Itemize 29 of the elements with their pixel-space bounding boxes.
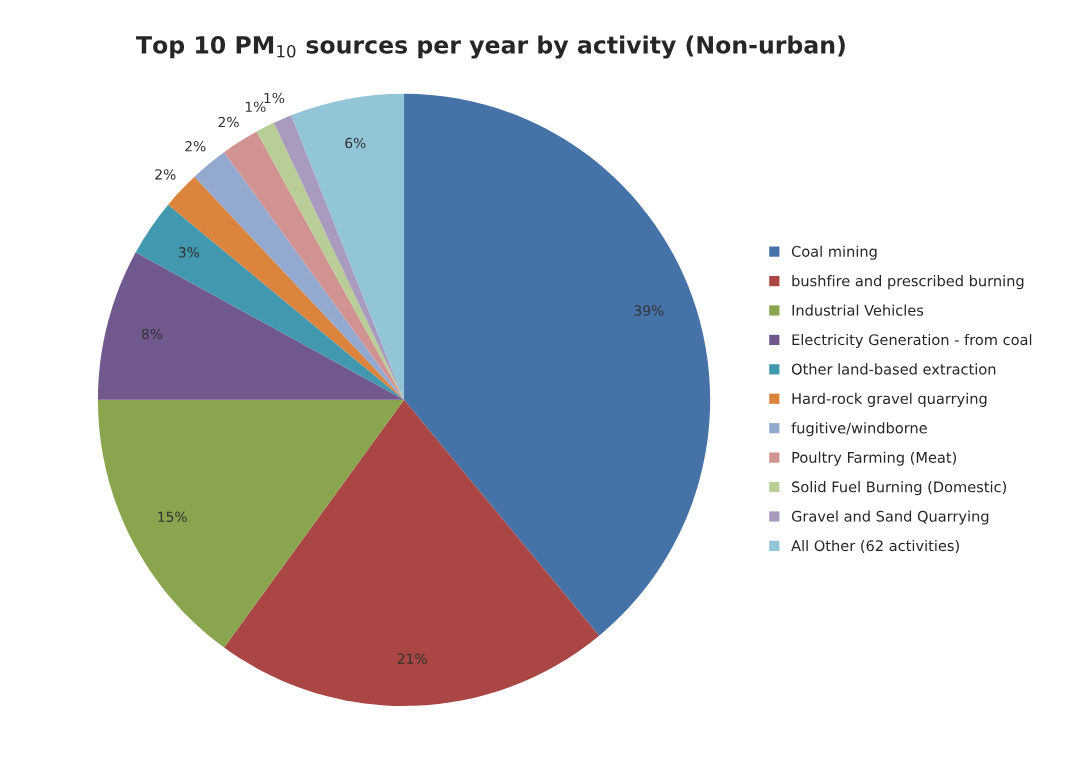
legend-label: Gravel and Sand Quarrying <box>791 510 989 525</box>
legend-label: Other land-based extraction <box>791 363 996 375</box>
data-label: 39% <box>634 305 664 316</box>
legend-label: Poultry Farming (Meat) <box>792 451 957 466</box>
data-label: 3% <box>178 247 200 258</box>
data-label: 1% <box>245 101 266 113</box>
data-label: 6% <box>345 137 366 149</box>
data-label: 8% <box>141 328 163 340</box>
legend-label: Coal mining <box>791 245 877 260</box>
legend-label: Hard-rock gravel quarrying <box>792 392 987 407</box>
data-label: 1% <box>264 92 285 104</box>
pie-slice <box>224 399 600 706</box>
legend-label: All Other (62 activities) <box>791 539 959 553</box>
data-label: 2% <box>185 140 206 152</box>
data-label: 21% <box>397 653 427 664</box>
legend-label: fugitive/windborne <box>791 422 927 437</box>
legend-label: Electricity Generation - from coal <box>792 333 1032 349</box>
pie-slice <box>291 93 405 400</box>
pie-slice <box>404 93 711 636</box>
legend-label: Industrial Vehicles <box>792 304 924 316</box>
data-label: 2% <box>155 169 176 180</box>
legend-label: bushfire and prescribed burning <box>792 275 1024 290</box>
legend-label: Solid Fuel Burning (Domestic) <box>792 481 1007 496</box>
pie-slice <box>135 204 405 400</box>
pie-slice <box>97 399 405 648</box>
chart-title: Top 10 PM$_{10}$ sources per year by activity (Non-urban) <box>136 35 845 59</box>
data-label: 15% <box>158 511 187 522</box>
data-label: 2% <box>218 116 239 128</box>
pie-slice <box>224 131 405 400</box>
